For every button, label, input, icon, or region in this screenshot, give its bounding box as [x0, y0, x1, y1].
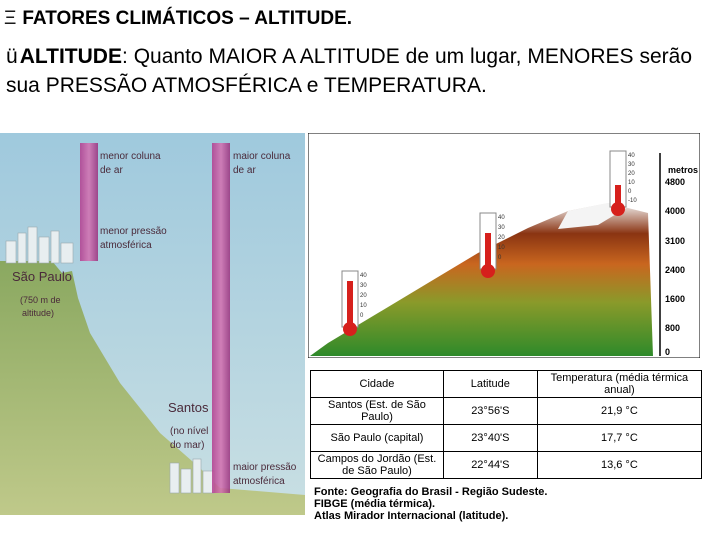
table-row: Santos (Est. de São Paulo) 23°56'S 21,9 … [310, 397, 703, 425]
pressure-column-illustration: menor coluna de ar maior coluna de ar me… [0, 133, 305, 515]
source-note: Fonte: Geografia do Brasil - Região Sude… [314, 486, 547, 522]
scale-low-40: 40 [360, 273, 367, 279]
altitude-scale: metros 4800 4000 3100 2400 1600 800 0 [659, 153, 698, 357]
scale-mid-30: 30 [498, 225, 505, 231]
sao-paulo-buildings [5, 226, 74, 264]
label-lower-pressure-2: atmosférica [100, 240, 152, 251]
cell-city: São Paulo (capital) [310, 424, 444, 452]
label-smaller-column-1: menor coluna [100, 151, 161, 162]
thermometer-mid [479, 212, 497, 278]
checkmark-icon: ü [6, 45, 18, 68]
slide-title: Ξ FATORES CLIMÁTICOS – ALTITUDE. [4, 8, 352, 30]
table-row: São Paulo (capital) 23°40'S 17,7 °C [310, 424, 703, 452]
label-lower-pressure-1: menor pressão [100, 226, 167, 237]
scale-low-20: 20 [360, 293, 367, 299]
altitude-unit: metros [668, 165, 698, 175]
altitude-1600: 1600 [665, 294, 685, 304]
table-row: Campos do Jordão (Est. de São Paulo) 22°… [310, 451, 703, 479]
cell-temperature: 17,7 °C [536, 424, 703, 452]
mountain-temperature-illustration: 40 30 20 10 0 40 30 20 10 0 40 30 20 10 … [308, 133, 700, 358]
bullet-icon: Ξ [4, 8, 17, 29]
santos-buildings [169, 458, 215, 494]
scale-top-10: 10 [628, 180, 635, 186]
santos-note-2: do mar) [170, 440, 204, 451]
air-column-santos [212, 143, 230, 493]
sao-paulo-note-2: altitude) [22, 308, 54, 318]
header-temperature: Temperatura (média térmica anual) [536, 370, 703, 398]
altitude-2400: 2400 [665, 265, 685, 275]
city-sao-paulo: São Paulo [12, 269, 72, 284]
air-column-sao-paulo [80, 143, 98, 261]
source-line: Atlas Mirador Internacional (latitude). [314, 510, 509, 522]
paragraph-text: : Quanto MAIOR A ALTITUDE de um lugar, M… [6, 45, 692, 97]
title-text: FATORES CLIMÁTICOS – ALTITUDE. [22, 8, 353, 29]
source-line: FIBGE (média térmica). [314, 498, 436, 510]
plateau-terrain [0, 261, 305, 515]
scale-top-30: 30 [628, 162, 635, 168]
snow-cap [558, 203, 628, 229]
scale-low-30: 30 [360, 283, 367, 289]
scale-mid-0: 0 [498, 255, 502, 261]
label-higher-pressure-1: maior pressão [233, 462, 297, 473]
label-higher-pressure-2: atmosférica [233, 476, 285, 487]
scale-low-10: 10 [360, 303, 367, 309]
temperature-table: Cidade Latitude Temperatura (média térmi… [310, 370, 703, 479]
label-larger-column-1: maior coluna [233, 151, 291, 162]
source-line: Fonte: Geografia do Brasil - Região Sude… [314, 486, 548, 498]
altitude-3100: 3100 [665, 236, 685, 246]
cell-temperature: 21,9 °C [536, 397, 703, 425]
scale-mid-10: 10 [498, 245, 505, 251]
scale-top-minus10: -10 [628, 198, 637, 204]
thermometer-high [609, 150, 627, 216]
sao-paulo-note-1: (750 m de [20, 295, 61, 305]
table-header-row: Cidade Latitude Temperatura (média térmi… [310, 370, 703, 398]
santos-note-1: (no nível [170, 426, 208, 437]
cell-latitude: 22°44'S [442, 451, 538, 479]
label-smaller-column-2: de ar [100, 165, 123, 176]
lead-term: ALTITUDE [19, 45, 122, 68]
city-santos: Santos [168, 400, 209, 415]
scale-mid-20: 20 [498, 235, 505, 241]
scale-top-0: 0 [628, 189, 632, 195]
cell-city: Campos do Jordão (Est. de São Paulo) [310, 451, 444, 479]
cell-latitude: 23°40'S [442, 424, 538, 452]
altitude-4000: 4000 [665, 206, 685, 216]
header-city: Cidade [310, 370, 444, 398]
mountain-shape [310, 203, 653, 356]
cell-city: Santos (Est. de São Paulo) [310, 397, 444, 425]
header-latitude: Latitude [442, 370, 538, 398]
scale-top-20: 20 [628, 171, 635, 177]
thermometer-low [341, 270, 359, 336]
cell-temperature: 13,6 °C [536, 451, 703, 479]
cell-latitude: 23°56'S [442, 397, 538, 425]
altitude-paragraph: üALTITUDE: Quanto MAIOR A ALTITUDE de um… [6, 42, 692, 100]
altitude-4800: 4800 [665, 177, 685, 187]
label-larger-column-2: de ar [233, 165, 256, 176]
altitude-800: 800 [665, 323, 680, 333]
scale-top-40: 40 [628, 153, 635, 159]
scale-low-0: 0 [360, 313, 364, 319]
scale-mid-40: 40 [498, 215, 505, 221]
altitude-0: 0 [665, 347, 670, 357]
